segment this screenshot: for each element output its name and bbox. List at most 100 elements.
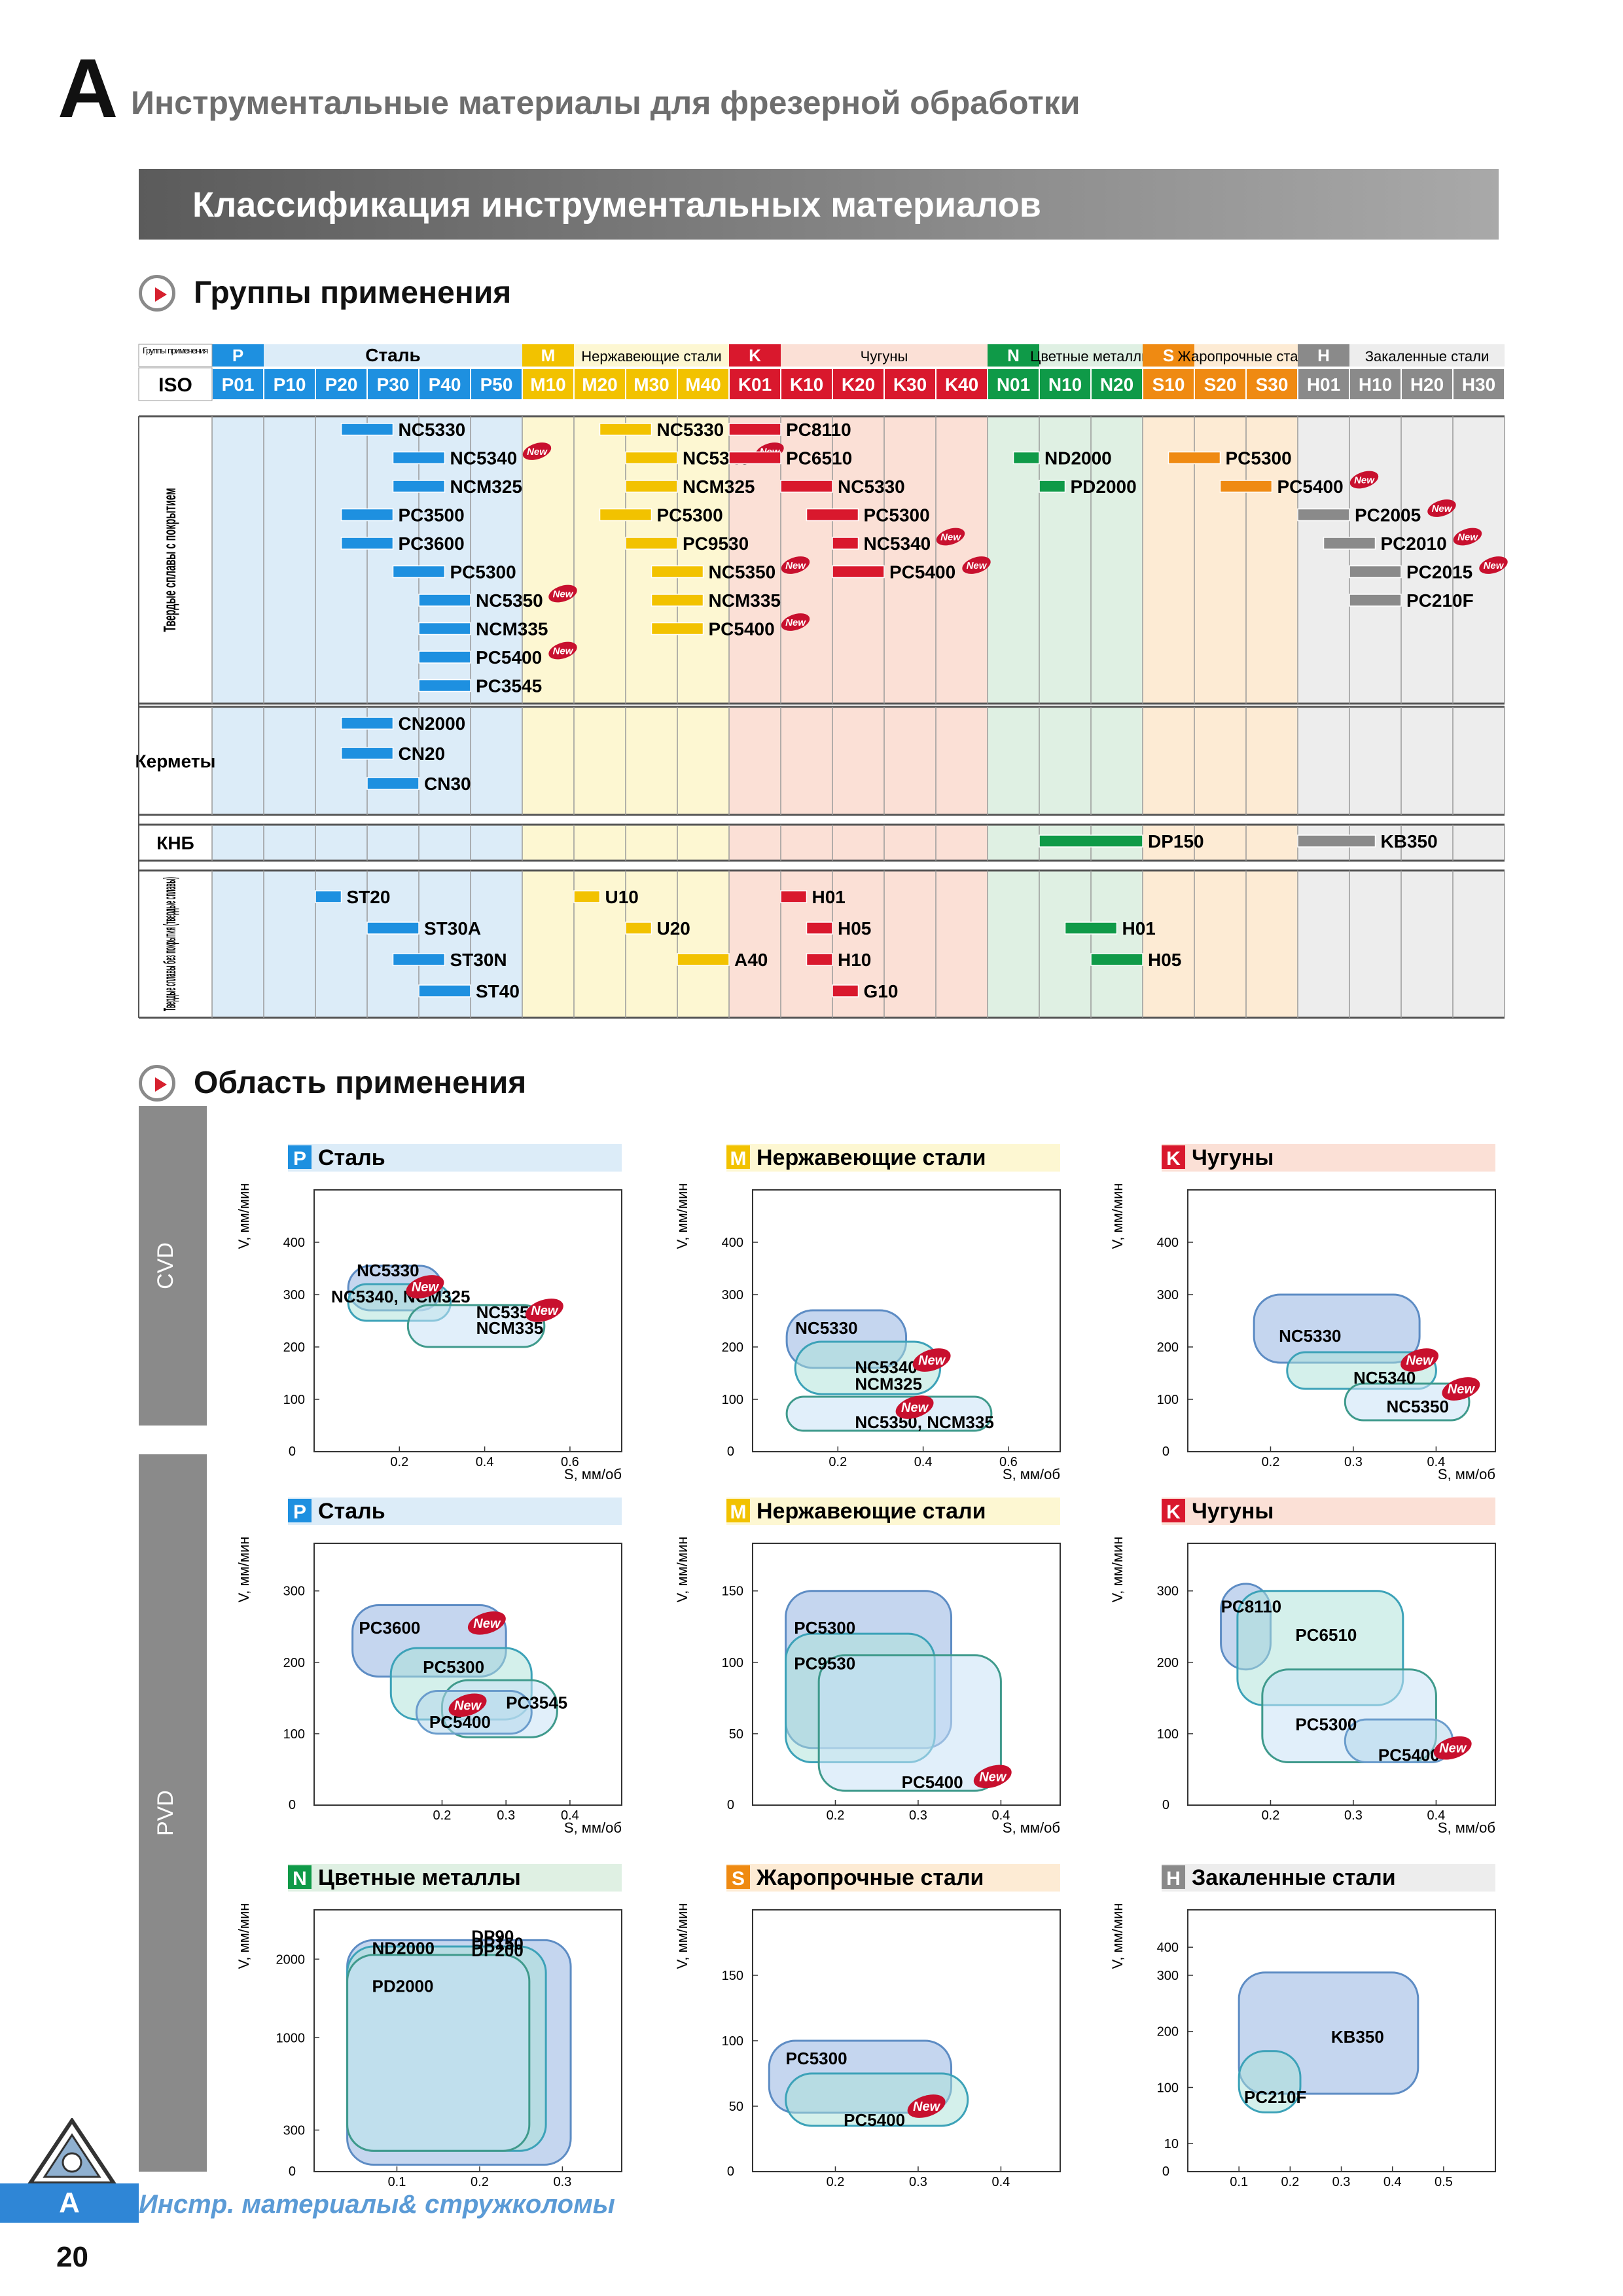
iso-label: ISO <box>158 374 192 396</box>
material-bar <box>418 651 471 664</box>
iso-code: K40 <box>945 374 978 395</box>
material-label: CN30 <box>424 774 471 794</box>
region-label: NCM335 <box>476 1318 544 1338</box>
chart-letter: P <box>293 1501 306 1523</box>
y-tick-label: 0 <box>1162 2164 1169 2179</box>
material-label: NC5350 <box>476 590 543 611</box>
application-region <box>346 1954 531 2152</box>
x-tick-label: 0.1 <box>1230 2175 1248 2186</box>
material-label: PC5400 <box>476 647 542 668</box>
iso-code: P40 <box>429 374 461 395</box>
region-label: PC5400 <box>844 2110 905 2130</box>
material-bar <box>780 480 833 493</box>
material-label: PC9530 <box>683 533 749 554</box>
y-tick-label: 100 <box>722 2034 743 2049</box>
y-tick-label: 300 <box>1157 1288 1179 1302</box>
material-bar <box>392 953 446 966</box>
application-region <box>1238 2050 1302 2114</box>
group-column-bg <box>1143 825 1298 861</box>
x-tick-label: 0.3 <box>1332 2175 1351 2186</box>
x-tick-label: 0.5 <box>1435 2175 1453 2186</box>
material-label: NCM325 <box>683 476 755 497</box>
insert-logo-icon <box>26 2118 118 2185</box>
material-bar <box>625 480 678 493</box>
material-label: H05 <box>838 918 871 939</box>
region-label: PC5300 <box>786 2049 847 2068</box>
chart-title: Чугуны <box>1192 1499 1274 1524</box>
region-label: PC5400 <box>1378 1745 1440 1765</box>
new-badge <box>1442 1377 1480 1401</box>
material-bar <box>728 423 781 436</box>
region-label: KB350 <box>1331 2027 1384 2047</box>
y-tick-label: 400 <box>283 1236 305 1250</box>
footer-tab: A <box>0 2183 139 2223</box>
iso-code: N10 <box>1048 374 1082 395</box>
region-label: DP200 <box>471 1941 524 1960</box>
new-badge-text: New <box>901 1401 929 1415</box>
material-label: PC3545 <box>476 676 542 696</box>
new-badge <box>1349 471 1379 489</box>
x-tick-label: 0.4 <box>1427 1455 1446 1469</box>
y-tick-label: 10 <box>1164 2137 1179 2151</box>
x-axis-label: S, мм/об <box>1003 1466 1060 1482</box>
iso-code: K01 <box>738 374 772 395</box>
group-letter: N <box>1007 346 1020 365</box>
group-name-cell <box>574 344 729 367</box>
group-column-bg <box>1143 870 1298 1018</box>
material-bar <box>599 423 652 436</box>
new-badge-text: New <box>553 645 574 656</box>
region-label: PC9530 <box>794 1654 855 1674</box>
material-label: PC2015 <box>1406 562 1472 583</box>
chart-letter: H <box>1166 1868 1181 1890</box>
group-column-bg <box>988 707 1143 815</box>
new-badge-text: New <box>967 560 988 571</box>
y-tick-label: 100 <box>722 1656 743 1670</box>
application-region <box>406 1304 546 1348</box>
group-letter-cell <box>1143 344 1194 367</box>
iso-code: H20 <box>1410 374 1444 395</box>
material-label: PC5300 <box>864 505 930 526</box>
region-label: NC5330 <box>795 1318 857 1338</box>
chart-title: Сталь <box>318 1145 385 1170</box>
iso-cell <box>1195 369 1245 399</box>
material-label: U10 <box>605 887 639 907</box>
new-badge <box>1453 528 1482 546</box>
region-label: PC3545 <box>506 1693 567 1713</box>
material-bar <box>677 953 730 966</box>
chart-title-bar <box>1162 1144 1495 1172</box>
chart-letter: K <box>1166 1148 1181 1170</box>
new-badge-text: New <box>918 1354 946 1368</box>
iso-cell <box>523 369 573 399</box>
iso-cell <box>730 369 780 399</box>
y-axis-label: V, мм/мин <box>674 1537 690 1603</box>
new-badge <box>467 1611 506 1635</box>
material-label: NCM335 <box>709 590 781 611</box>
region-label: PC5300 <box>423 1657 484 1677</box>
chart-title: Нержавеющие стали <box>757 1145 986 1170</box>
iso-label-cell <box>138 367 213 401</box>
iso-cell <box>575 369 625 399</box>
iso-code: N20 <box>1100 374 1133 395</box>
material-bar <box>1039 834 1143 848</box>
chapter-title: Инструментальные материалы для фрезерной… <box>131 84 1080 121</box>
x-tick-label: 0.2 <box>433 1808 452 1823</box>
chart-title-bar <box>288 1864 622 1892</box>
y-tick-label: 0 <box>727 1444 734 1459</box>
x-tick-label: 0.4 <box>1427 1808 1446 1823</box>
new-badge <box>781 613 810 631</box>
group-name-cell <box>781 344 988 367</box>
x-tick-label: 0.2 <box>829 1455 847 1469</box>
region-label: ND2000 <box>372 1939 435 1958</box>
y-tick-label: 200 <box>283 1656 305 1670</box>
material-label: ST40 <box>476 981 520 1001</box>
x-tick-label: 0.3 <box>554 2175 572 2186</box>
chart-title-bar <box>726 1864 1060 1892</box>
iso-code: M10 <box>530 374 565 395</box>
material-label: CN2000 <box>399 713 466 734</box>
y-tick-label: 0 <box>1162 1798 1169 1812</box>
row-label: Твердые сплавы без покрытия (твердые спл… <box>160 877 179 1011</box>
new-badge-text: New <box>785 617 806 628</box>
material-label: A40 <box>734 950 768 970</box>
new-badge-text: New <box>940 531 961 543</box>
